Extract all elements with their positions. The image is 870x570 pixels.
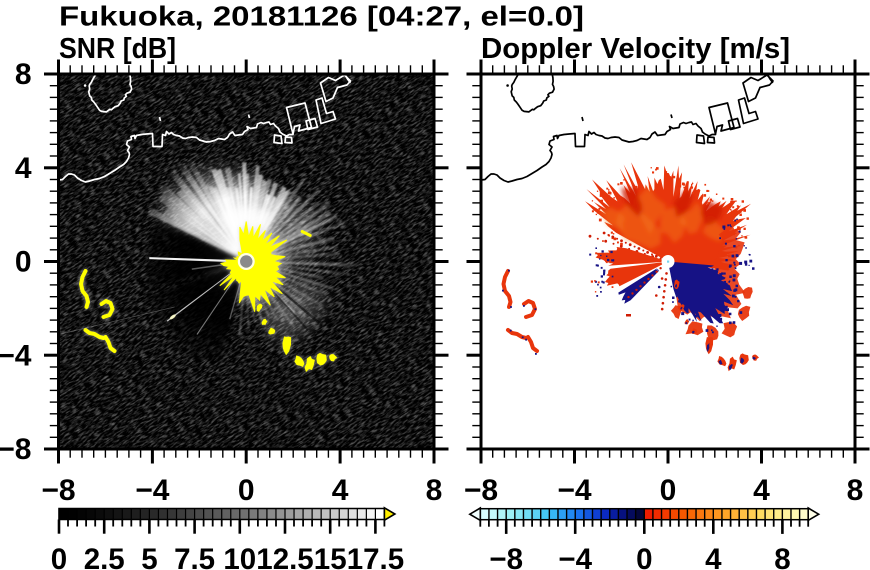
svg-text:17.5: 17.5 (347, 543, 404, 570)
svg-text:0: 0 (238, 474, 255, 507)
svg-text:12.5: 12.5 (256, 543, 313, 570)
svg-text:0: 0 (636, 543, 652, 570)
svg-text:8: 8 (847, 474, 864, 507)
svg-text:4: 4 (332, 474, 349, 507)
svg-text:7.5: 7.5 (174, 543, 215, 570)
svg-text:4: 4 (753, 474, 770, 507)
svg-text:−4: −4 (135, 474, 170, 507)
svg-text:5: 5 (141, 543, 157, 570)
svg-text:8: 8 (426, 474, 443, 507)
svg-text:0: 0 (51, 543, 67, 570)
svg-text:8: 8 (15, 58, 32, 91)
svg-text:2.5: 2.5 (84, 543, 125, 570)
svg-text:4: 4 (705, 543, 722, 570)
svg-text:Doppler Velocity [m/s]: Doppler Velocity [m/s] (481, 33, 790, 65)
svg-text:0: 0 (660, 474, 677, 507)
svg-text:−4: −4 (0, 339, 32, 372)
svg-text:−4: −4 (557, 474, 592, 507)
svg-text:−8: −8 (41, 474, 75, 507)
svg-text:15: 15 (314, 543, 347, 570)
svg-text:SNR [dB]: SNR [dB] (59, 33, 176, 65)
svg-text:−8: −8 (489, 543, 523, 570)
svg-text:10: 10 (223, 543, 256, 570)
svg-text:−8: −8 (464, 474, 498, 507)
svg-text:−4: −4 (558, 543, 592, 570)
svg-text:8: 8 (774, 543, 790, 570)
svg-text:4: 4 (15, 152, 32, 185)
svg-text:0: 0 (15, 246, 32, 279)
svg-text:−8: −8 (0, 433, 32, 466)
svg-text:Fukuoka, 20181126 [04:27, el=0: Fukuoka, 20181126 [04:27, el=0.0] (59, 1, 584, 32)
